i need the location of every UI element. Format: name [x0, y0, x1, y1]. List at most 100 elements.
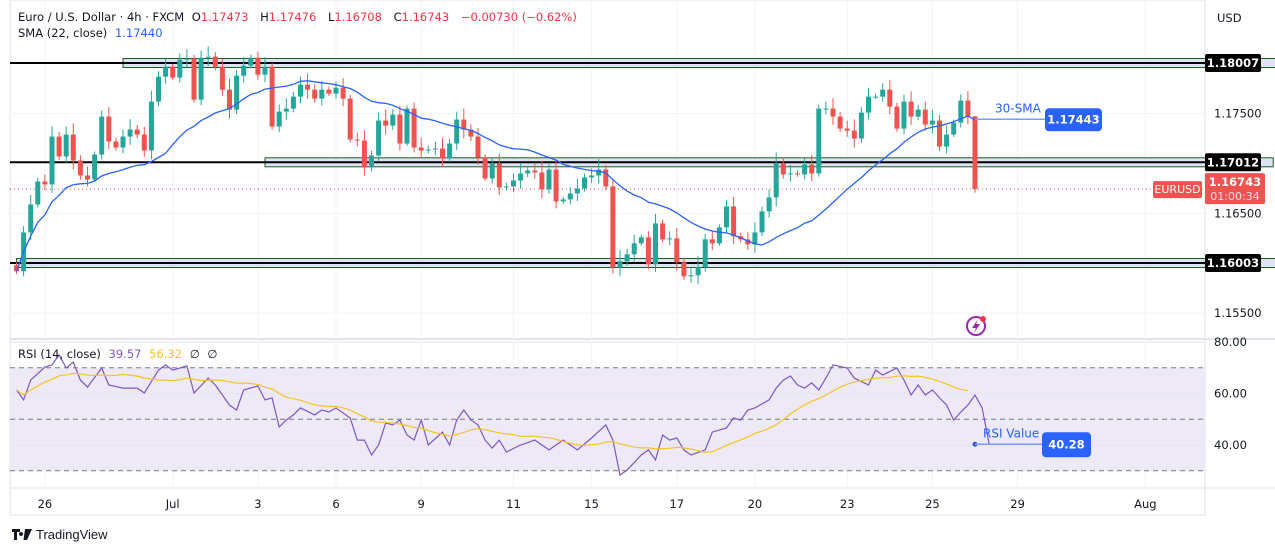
candle-body [631, 243, 637, 255]
candle-body [830, 108, 836, 117]
lightning-icon-bolt [972, 319, 980, 333]
candle [787, 164, 793, 182]
low-value: 1.16708 [334, 10, 382, 24]
x-tick-label: 26 [38, 497, 53, 511]
candle-body [695, 267, 701, 276]
candle-body [468, 129, 474, 137]
candle [127, 119, 133, 145]
candle-body [645, 237, 651, 265]
candle-body [99, 116, 105, 155]
candle [212, 52, 218, 71]
candle [219, 58, 225, 96]
rsi-legend[interactable]: RSI (14, close) 39.57 56.32 ∅ ∅ [18, 347, 221, 361]
candle [958, 94, 964, 128]
candle [929, 109, 935, 134]
candle [28, 194, 34, 240]
candle [340, 78, 346, 107]
candle-body [212, 56, 218, 67]
candle-body [489, 163, 495, 179]
sma-value: 1.17440 [114, 26, 163, 40]
candle-body [440, 148, 445, 159]
candle [617, 250, 623, 277]
candle-body [234, 75, 240, 110]
candle-body [120, 136, 126, 148]
candle [269, 62, 275, 130]
candle [638, 234, 644, 246]
candle-body [376, 120, 382, 156]
close-label: C [393, 10, 402, 24]
candle-body [610, 186, 616, 268]
lightning-icon[interactable] [966, 316, 986, 336]
candle [560, 196, 566, 204]
x-tick-label: Jul [165, 497, 180, 511]
currency-label[interactable]: USD [1217, 11, 1242, 25]
candle [312, 84, 318, 103]
candle-body [873, 96, 879, 98]
candle [205, 46, 211, 66]
candle-body [28, 204, 34, 233]
candle-body [482, 157, 488, 179]
candle [809, 154, 815, 182]
tradingview-logo[interactable]: TradingView [12, 527, 108, 542]
candle-body [716, 227, 722, 244]
symbol-title[interactable]: Euro / U.S. Dollar · 4h · FXCM [18, 10, 185, 24]
candle-body [397, 114, 403, 144]
candle [574, 178, 580, 202]
candle-body [156, 76, 161, 102]
candle [759, 206, 765, 237]
level-price-label: 1.17012 [1207, 155, 1259, 169]
candle-body [454, 119, 460, 144]
candle [425, 145, 431, 154]
candle-body [354, 139, 360, 141]
candle-body [887, 89, 893, 107]
candle-body [944, 134, 950, 147]
candle-body [851, 130, 857, 139]
candle-body [148, 101, 154, 151]
brand-name: TradingView [36, 527, 108, 542]
candle [908, 91, 914, 125]
symbol-legend: Euro / U.S. Dollar · 4h · FXCM O1.17473 … [18, 10, 581, 24]
rsi-annotation-text[interactable]: RSI Value [983, 426, 1039, 440]
candle-body [972, 116, 978, 190]
candle-body [553, 169, 559, 202]
candle-body [70, 134, 76, 161]
candle-body [141, 134, 147, 151]
tradingview-logo-icon [12, 528, 32, 540]
sma-annotation-text[interactable]: 30-SMA [995, 101, 1042, 115]
candle [965, 91, 971, 125]
candle [290, 92, 296, 113]
candle-body [702, 239, 708, 268]
rsi-ma-value: 56.32 [149, 347, 183, 361]
candle [773, 152, 779, 207]
candle [361, 130, 367, 176]
candle-body [603, 169, 609, 187]
candle-body [503, 186, 509, 188]
sma-legend[interactable]: SMA (22, close) 1.17440 [18, 26, 167, 40]
candle [489, 157, 495, 184]
candle-body [759, 211, 765, 233]
candle [276, 104, 282, 133]
candle [447, 138, 453, 163]
candle-body [447, 143, 453, 159]
current-price-label: 1.16743 [1209, 175, 1261, 189]
candle-body [518, 173, 524, 181]
candle [645, 231, 651, 270]
candle-body [106, 116, 112, 142]
candle-body [809, 164, 815, 174]
candle-body [688, 275, 694, 277]
candle [582, 173, 587, 192]
candle [972, 115, 978, 193]
candle-body [191, 58, 197, 100]
symbol-price-tag: EURUSD [1154, 183, 1200, 196]
candle [383, 109, 389, 135]
candle-body [724, 206, 729, 228]
candle [390, 109, 396, 130]
candle-body [361, 140, 367, 168]
candle-body [802, 164, 808, 175]
candle [141, 126, 147, 157]
candle-body [241, 65, 247, 76]
candle-body [766, 197, 772, 212]
x-tick-label: Aug [1134, 497, 1156, 511]
candle [511, 173, 516, 193]
